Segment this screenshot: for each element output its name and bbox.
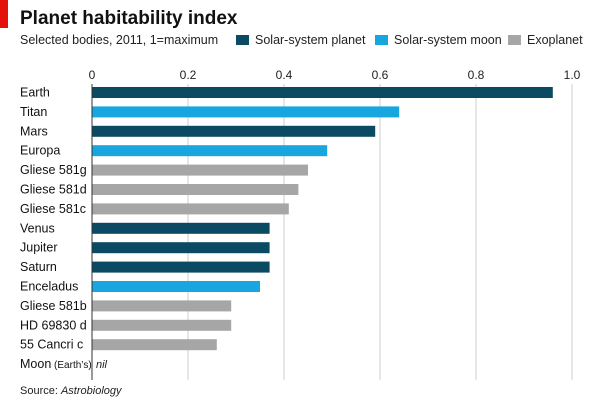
annotation-label: nil bbox=[96, 359, 108, 371]
x-tick-label: 0.2 bbox=[180, 68, 197, 82]
category-label: Gliese 581b bbox=[20, 299, 87, 313]
category-label: Europa bbox=[20, 144, 60, 158]
x-tick-label: 1.0 bbox=[564, 68, 581, 82]
category-label: Titan bbox=[20, 105, 47, 119]
category-label: Moon (Earth’s) bbox=[20, 357, 92, 371]
source-prefix: Source: bbox=[20, 385, 61, 397]
bar bbox=[92, 164, 308, 176]
category-label: Enceladus bbox=[20, 280, 78, 294]
category-label: Earth bbox=[20, 86, 50, 100]
x-tick-label: 0.4 bbox=[276, 68, 293, 82]
legend-item-exoplanet: Exoplanet bbox=[508, 33, 583, 47]
legend-item-moon: Solar-system moon bbox=[375, 33, 502, 47]
legend-label-moon: Solar-system moon bbox=[394, 33, 502, 47]
bar bbox=[92, 222, 270, 234]
chart-subtitle: Selected bodies, 2011, 1=maximum bbox=[20, 33, 219, 47]
chart-title: Planet habitability index bbox=[20, 8, 238, 29]
bar bbox=[92, 281, 260, 292]
legend-swatch-planet bbox=[236, 35, 249, 45]
legend-label-exoplanet: Exoplanet bbox=[527, 33, 583, 47]
bar bbox=[92, 261, 270, 273]
bar bbox=[92, 87, 553, 98]
legend-swatch-moon bbox=[375, 35, 388, 45]
bar bbox=[92, 145, 328, 157]
category-label: Gliese 581c bbox=[20, 202, 86, 216]
x-tick-label: 0 bbox=[89, 68, 96, 82]
x-tick-label: 0.8 bbox=[468, 68, 485, 82]
category-label: Venus bbox=[20, 221, 55, 235]
bar bbox=[92, 339, 217, 351]
bar bbox=[92, 319, 232, 331]
category-label: HD 69830 d bbox=[20, 318, 87, 332]
category-label: Gliese 581g bbox=[20, 163, 87, 177]
category-label-suffix: (Earth’s) bbox=[51, 360, 91, 371]
category-label: Saturn bbox=[20, 260, 57, 274]
category-label: Gliese 581d bbox=[20, 183, 87, 197]
category-label: Jupiter bbox=[20, 241, 58, 255]
source-note: Source: Astrobiology bbox=[20, 385, 122, 397]
category-label: 55 Cancri c bbox=[20, 338, 83, 352]
x-tick-label: 0.6 bbox=[372, 68, 389, 82]
bar bbox=[92, 242, 270, 254]
legend-item-planet: Solar-system planet bbox=[236, 33, 365, 47]
bar bbox=[92, 106, 400, 118]
legend-label-planet: Solar-system planet bbox=[255, 33, 366, 47]
bar bbox=[92, 300, 232, 312]
accent-bar bbox=[0, 0, 8, 28]
bar bbox=[92, 203, 289, 215]
source-name: Astrobiology bbox=[60, 385, 122, 397]
legend-swatch-exoplanet bbox=[508, 35, 521, 45]
bar bbox=[92, 125, 376, 137]
bar bbox=[92, 184, 299, 195]
category-label: Mars bbox=[20, 124, 48, 138]
